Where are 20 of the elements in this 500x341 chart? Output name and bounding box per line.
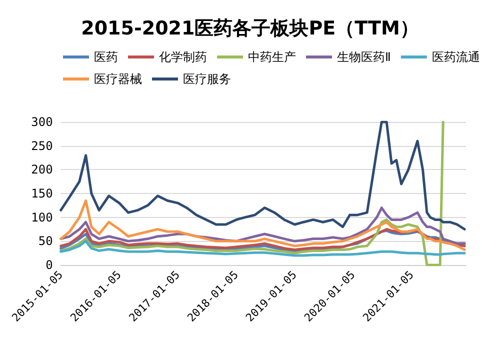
line-series [60,120,444,266]
y-tick-label: 200 [31,162,53,177]
y-tick-label: 0 [46,258,53,272]
legend-label: 医疗器械 [94,72,142,86]
line-series [60,240,466,257]
y-tick-label: 100 [31,210,53,224]
legend-label: 医药 [94,50,118,64]
chart-title: 2015-2021医药各子板块PE（TTM） [81,18,419,40]
y-tick-label: 300 [31,115,53,129]
y-tick-label: 150 [31,186,53,200]
legend-label: 化学制药 [159,50,207,64]
line-series [60,199,466,251]
legend-label: 生物医药Ⅱ [337,50,391,64]
y-tick-label: 250 [31,138,53,153]
line-series [60,206,466,245]
legend-label: 医疗服务 [183,72,231,86]
legend-label: 医药流通 [432,50,480,64]
line-series [60,120,466,230]
y-tick-label: 50 [38,234,53,248]
legend-label: 中药生产 [248,50,296,64]
